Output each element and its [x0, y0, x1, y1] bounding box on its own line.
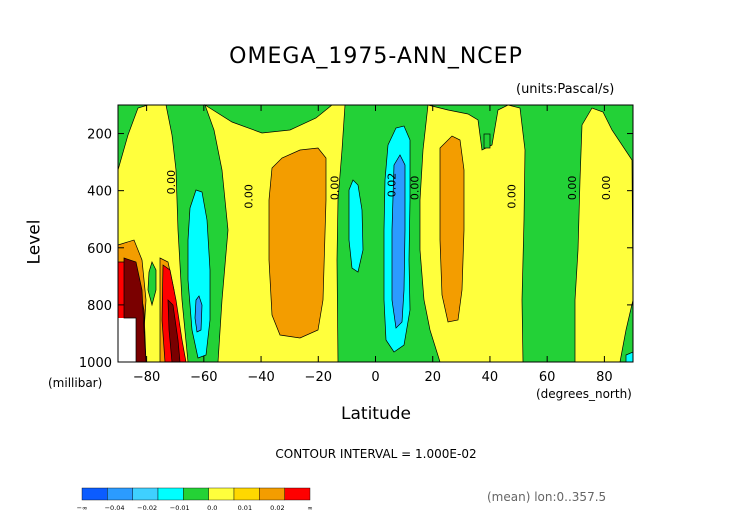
- contour-label: 0.00: [600, 176, 613, 201]
- x-tick-label: 80: [596, 370, 613, 385]
- contour-label: 0.00: [328, 176, 341, 201]
- x-tick-label: 0: [371, 370, 379, 385]
- y-tick-label: 800: [87, 299, 112, 314]
- x-tick-label: −60: [190, 370, 217, 385]
- contour-region-green-small: [147, 261, 157, 307]
- colorbar-label: −0.02: [137, 504, 157, 512]
- y-axis: 200 400 600 800 1000: [79, 128, 633, 371]
- colorbar-swatch: [132, 487, 159, 501]
- contour-region-cyan: [187, 189, 211, 359]
- x-tick-label: 20: [424, 370, 441, 385]
- contour-label: 0.02: [386, 173, 399, 198]
- contour-region-cyan: [348, 179, 364, 273]
- colorbar-label: 0.02: [270, 504, 284, 512]
- y-tick-label: 1000: [79, 356, 112, 371]
- y-tick-label: 600: [87, 242, 112, 257]
- contour-labels: 0.00 0.00 0.00 0.02 0.00 0.00 0.00 0.00: [165, 170, 613, 209]
- colorbar-label: −0.04: [105, 504, 125, 512]
- contour-region-yellow: [574, 107, 634, 363]
- contour-label: 0.00: [242, 184, 255, 209]
- x-axis-units: (degrees_north): [536, 387, 632, 401]
- colorbar-swatch: [157, 487, 184, 501]
- contour-region-yellow: [419, 104, 526, 363]
- contour-region-orange: [268, 147, 327, 339]
- x-tick-label: 60: [539, 370, 556, 385]
- contour-label: 0.00: [566, 176, 579, 201]
- x-axis: −80 −60 −40 −20 0 20 40 60 80: [133, 105, 613, 385]
- y-axis-units: (millibar): [48, 376, 103, 390]
- x-axis-label: Latitude: [341, 404, 411, 424]
- y-axis-label: Level: [24, 219, 45, 265]
- colorbar-swatch: [284, 487, 311, 501]
- colorbar-label: 0.01: [238, 504, 252, 512]
- x-tick-label: −40: [247, 370, 274, 385]
- contour-interval-label: CONTOUR INTERVAL = 1.000E-02: [275, 447, 477, 461]
- colorbar-swatch: [259, 487, 285, 501]
- colorbar-swatch: [208, 487, 235, 501]
- colorbar-swatch: [233, 487, 260, 501]
- contour-label: 0.00: [506, 184, 519, 209]
- colorbar-label: −∞: [77, 504, 88, 512]
- contour-region-blue: [194, 295, 203, 333]
- x-tick-label: −20: [305, 370, 332, 385]
- colorbar-swatch: [81, 487, 108, 501]
- colorbar: −∞ −0.04 −0.02 −0.01 0.0 0.01 0.02 ∞: [77, 487, 313, 512]
- colorbar-swatch: [183, 487, 209, 501]
- colorbar-swatch: [107, 487, 133, 501]
- mean-label: (mean) lon:0..357.5: [487, 490, 607, 504]
- x-tick-label: 40: [482, 370, 499, 385]
- contour-field: [117, 104, 634, 363]
- contour-region-green-small: [483, 133, 491, 149]
- units-label: (units:Pascal/s): [516, 82, 615, 97]
- colorbar-label: ∞: [307, 504, 312, 512]
- x-tick-label: −80: [133, 370, 160, 385]
- chart-title: OMEGA_1975-ANN_NCEP: [229, 44, 523, 69]
- below-ground-region: [118, 318, 136, 362]
- y-tick-label: 400: [87, 185, 112, 200]
- contour-label: 0.00: [165, 170, 178, 195]
- contour-label: 0.00: [408, 176, 421, 201]
- colorbar-label: −0.01: [170, 504, 190, 512]
- colorbar-label: 0.0: [207, 504, 217, 512]
- contour-region-blue: [391, 154, 406, 329]
- contour-region-orange: [439, 135, 465, 323]
- y-tick-label: 200: [87, 128, 112, 143]
